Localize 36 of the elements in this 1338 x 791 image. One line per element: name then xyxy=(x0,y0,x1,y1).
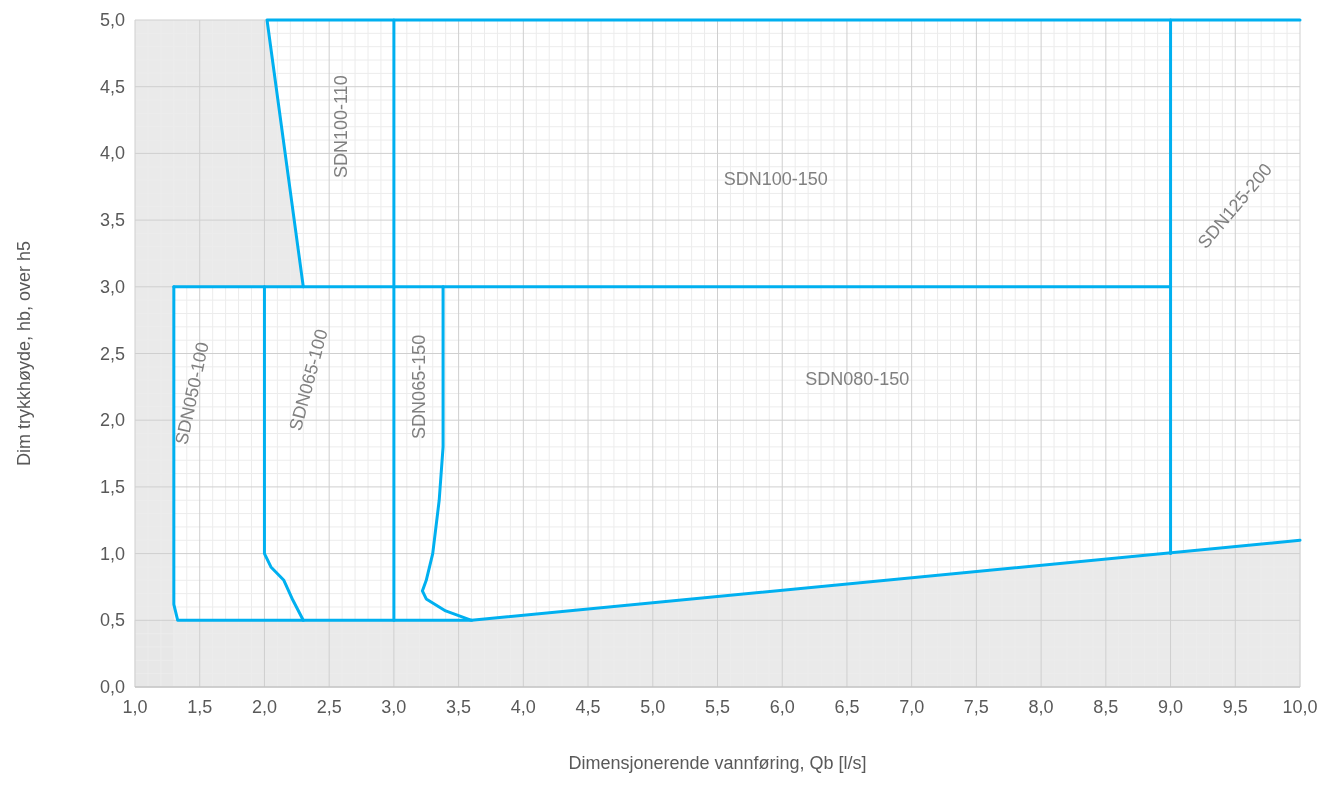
x-tick-label: 5,0 xyxy=(640,697,666,717)
y-tick-label: 0,0 xyxy=(99,677,125,697)
x-tick-label: 8,5 xyxy=(1093,697,1119,717)
x-tick-label: 1,5 xyxy=(187,697,213,717)
x-tick-label: 4,0 xyxy=(510,697,536,717)
x-tick-label: 9,0 xyxy=(1158,697,1184,717)
y-tick-label: 1,0 xyxy=(99,543,125,564)
annotation: SDN100-110 xyxy=(331,75,352,179)
annotation: SDN100-150 xyxy=(723,168,828,189)
x-tick-label: 7,5 xyxy=(963,697,989,717)
y-tick-label: 3,5 xyxy=(99,210,125,231)
y-tick-label: 1,5 xyxy=(99,476,125,497)
x-tick-label: 2,0 xyxy=(251,697,277,717)
y-tick-label: 2,0 xyxy=(99,410,125,431)
annotation: SDN065-150 xyxy=(409,334,430,439)
x-tick-label: 10,0 xyxy=(1282,697,1318,717)
annotation: SDN080-150 xyxy=(805,368,910,389)
x-tick-label: 5,5 xyxy=(704,697,731,717)
y-tick-label: 4,5 xyxy=(99,76,125,97)
x-tick-label: 6,5 xyxy=(834,697,860,717)
y-axis-title: Dim trykkhøyde, hb, over h5 xyxy=(14,240,34,467)
x-tick-label: 6,0 xyxy=(769,697,795,717)
y-tick-label: 4,0 xyxy=(99,143,125,164)
x-axis-title: Dimensjonerende vannføring, Qb [l/s] xyxy=(568,753,867,773)
y-tick-label: 5,0 xyxy=(99,10,125,30)
y-tick-label: 0,5 xyxy=(99,610,125,631)
x-tick-label: 3,5 xyxy=(446,697,472,717)
x-tick-label: 1,0 xyxy=(122,697,148,717)
x-tick-label: 7,0 xyxy=(899,697,925,717)
y-tick-label: 2,5 xyxy=(99,343,125,364)
x-tick-label: 8,0 xyxy=(1028,697,1054,717)
x-tick-label: 9,5 xyxy=(1222,697,1248,717)
x-tick-label: 4,5 xyxy=(575,697,601,717)
x-tick-label: 2,5 xyxy=(316,697,342,717)
x-tick-label: 3,0 xyxy=(381,697,407,717)
y-tick-label: 3,0 xyxy=(99,276,125,297)
